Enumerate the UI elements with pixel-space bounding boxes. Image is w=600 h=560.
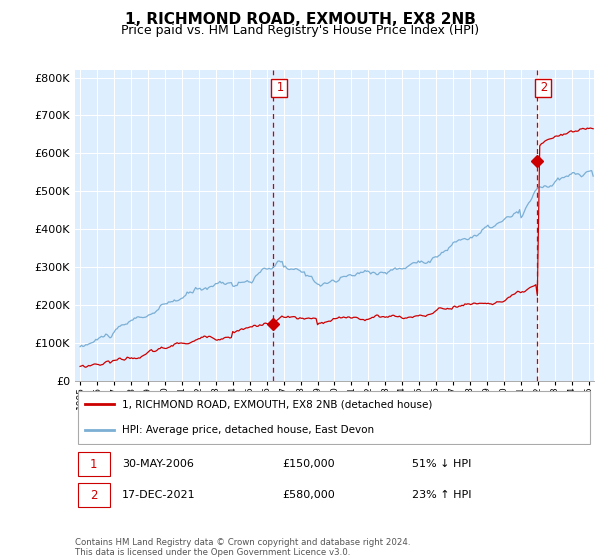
Text: 1: 1 <box>273 81 284 95</box>
Text: Price paid vs. HM Land Registry's House Price Index (HPI): Price paid vs. HM Land Registry's House … <box>121 24 479 36</box>
Text: 2: 2 <box>538 81 548 95</box>
FancyBboxPatch shape <box>77 391 590 444</box>
Text: 1, RICHMOND ROAD, EXMOUTH, EX8 2NB: 1, RICHMOND ROAD, EXMOUTH, EX8 2NB <box>125 12 475 27</box>
Text: HPI: Average price, detached house, East Devon: HPI: Average price, detached house, East… <box>122 424 374 435</box>
Text: 23% ↑ HPI: 23% ↑ HPI <box>412 490 472 500</box>
Text: 2: 2 <box>90 488 97 502</box>
Text: £580,000: £580,000 <box>283 490 335 500</box>
FancyBboxPatch shape <box>77 452 110 477</box>
FancyBboxPatch shape <box>77 483 110 507</box>
Text: £150,000: £150,000 <box>283 459 335 469</box>
Text: Contains HM Land Registry data © Crown copyright and database right 2024.
This d: Contains HM Land Registry data © Crown c… <box>75 538 410 557</box>
Text: 1: 1 <box>90 458 97 470</box>
Text: 17-DEC-2021: 17-DEC-2021 <box>122 490 196 500</box>
Text: 1, RICHMOND ROAD, EXMOUTH, EX8 2NB (detached house): 1, RICHMOND ROAD, EXMOUTH, EX8 2NB (deta… <box>122 399 432 409</box>
Text: 51% ↓ HPI: 51% ↓ HPI <box>412 459 472 469</box>
Text: 30-MAY-2006: 30-MAY-2006 <box>122 459 194 469</box>
